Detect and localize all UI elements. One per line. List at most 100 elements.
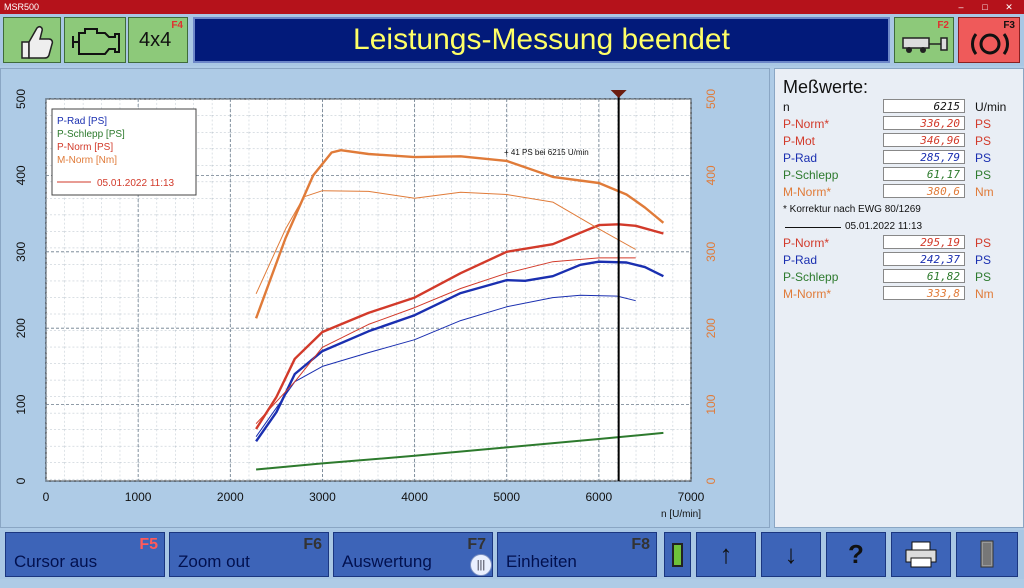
auswertung-button[interactable]: Auswertung F7 — [333, 532, 493, 577]
f6-key-label: F6 — [303, 536, 322, 553]
x-tick-label: 5000 — [493, 490, 520, 504]
x-tick-label: 0 — [43, 490, 50, 504]
measurement-unit: PS — [975, 151, 992, 165]
measurement-row: P-Norm* 336,20 PS — [783, 116, 1023, 133]
dyno-trailer-icon — [902, 37, 948, 53]
chart-panel: 0 1000 2000 3000 4000 5000 6000 7000 0 100 200 300… — [0, 68, 770, 528]
measurement-label: P-Schlepp — [783, 168, 839, 182]
measurement-row: P-Schlepp 61,17 PS — [783, 167, 1023, 184]
y2-tick-label: 100 — [704, 394, 718, 414]
exit-button[interactable] — [956, 532, 1018, 577]
x-tick-label: 2000 — [217, 490, 244, 504]
chart-annotation: + 41 PS bei 6215 U/min — [504, 148, 589, 157]
reference-measurement-row: P-Schlepp 61,82 PS — [783, 269, 1023, 286]
measurement-value: 285,79 — [883, 150, 965, 164]
measurement-row: P-Mot 346,96 PS — [783, 133, 1023, 150]
printer-icon — [905, 541, 937, 568]
y2-tick-labels: 0 100 200 300 400 500 — [704, 89, 718, 485]
legend-item-p-norm: P-Norm [PS] — [57, 142, 113, 153]
close-icon[interactable]: ✕ — [1005, 2, 1013, 12]
x-axis-label: n [U/min] — [661, 509, 701, 520]
engine-icon — [72, 28, 120, 55]
measurement-unit: Nm — [975, 185, 994, 199]
arrow-up-button[interactable]: ↑ — [696, 532, 756, 577]
reference-measurement-label: P-Rad — [783, 253, 818, 267]
cursor-off-button[interactable]: Cursor aus F5 — [5, 532, 165, 577]
thumbs-up-icon — [21, 26, 54, 59]
trailer-dyno-button[interactable]: F2 — [894, 17, 954, 63]
series-line-6 — [255, 190, 636, 295]
y-tick-label: 300 — [14, 241, 28, 261]
status-title: Leistungs-Messung beendet — [193, 17, 890, 63]
power-chart: 0 1000 2000 3000 4000 5000 6000 7000 0 100 200 300… — [14, 89, 718, 520]
x-tick-label: 4000 — [401, 490, 428, 504]
reference-date: 05.01.2022 11:13 — [845, 221, 923, 232]
y2-tick-label: 400 — [704, 165, 718, 185]
minimize-icon[interactable]: – — [958, 2, 964, 12]
y2-tick-label: 0 — [704, 477, 718, 484]
measurement-label: n — [783, 100, 790, 114]
reference-measurement-label: P-Schlepp — [783, 270, 839, 284]
einheiten-button[interactable]: Einheiten F8 — [497, 532, 657, 577]
cursor-marker-icon[interactable] — [610, 90, 627, 98]
reference-measurement-value: 242,37 — [883, 252, 965, 266]
app-title: MSR500 — [4, 2, 40, 12]
measurements-title: Meßwerte: — [783, 77, 869, 97]
measurement-row: P-Rad 285,79 PS — [783, 150, 1023, 167]
f2-key-label: F2 — [937, 20, 949, 31]
x-tick-label: 3000 — [309, 490, 336, 504]
reference-measurement-unit: PS — [975, 236, 992, 250]
reference-line — [785, 227, 841, 228]
help-button[interactable]: ? — [826, 532, 886, 577]
window-titlebar: MSR500 – □ ✕ — [0, 0, 1024, 14]
reference-measurement-unit: PS — [975, 270, 992, 284]
auswertung-label: Auswertung — [342, 552, 432, 571]
cursor-layer — [610, 90, 627, 481]
measurement-value: 6215 — [883, 99, 965, 113]
reference-measurement-unit: Nm — [975, 287, 994, 301]
4x4-button[interactable]: 4x4 F4 — [128, 17, 188, 63]
pause-overlay-icon[interactable]: ||| — [470, 554, 492, 576]
thumbs-up-button[interactable] — [3, 17, 61, 63]
major-grid — [45, 98, 692, 482]
f4-key-label: F4 — [171, 20, 183, 31]
zoom-out-button[interactable]: Zoom out F6 — [169, 532, 329, 577]
x-tick-label: 7000 — [678, 490, 705, 504]
x-tick-labels: 0 1000 2000 3000 4000 5000 6000 7000 — [43, 490, 705, 504]
maximize-icon[interactable]: □ — [982, 2, 988, 12]
reference-measurement-label: P-Norm* — [783, 236, 830, 250]
y2-tick-label: 300 — [704, 241, 718, 261]
f3-key-label: F3 — [1003, 20, 1015, 31]
measurements-panel: Meßwerte: n 6215 U/min P-Norm* 336,20 PS P-Mot… — [774, 68, 1024, 528]
arrow-down-button[interactable]: ↓ — [761, 532, 821, 577]
series-line-0 — [255, 260, 664, 442]
legend-item-p-schlepp: P-Schlepp [PS] — [57, 129, 125, 140]
reference-measurement-value: 333,8 — [883, 286, 965, 300]
y-tick-labels: 0 100 200 300 400 500 — [14, 89, 28, 485]
brake-button[interactable]: F3 — [958, 17, 1020, 63]
engine-button[interactable] — [64, 17, 126, 63]
reference-measurement-value: 295,19 — [883, 235, 965, 249]
legend-item-m-norm: M-Norm [Nm] — [57, 155, 117, 166]
x-tick-label: 6000 — [586, 490, 613, 504]
4x4-label: 4x4 — [139, 29, 172, 51]
measurement-value: 336,20 — [883, 116, 965, 130]
function-key-bar: Cursor aus F5 Zoom out F6 Auswertung F7 … — [0, 530, 1024, 579]
help-icon: ? — [848, 539, 864, 569]
legend-box — [51, 108, 197, 196]
reference-measurement-row: P-Rad 242,37 PS — [783, 252, 1023, 269]
brake-warning-icon — [971, 33, 1009, 55]
measurement-label: P-Rad — [783, 151, 818, 165]
top-toolbar: 4x4 F4 Leistungs-Messung beendet F2 F3 — [0, 14, 1024, 66]
measurement-unit: PS — [975, 134, 992, 148]
arrow-up-icon: ↑ — [719, 539, 733, 569]
print-button[interactable] — [891, 532, 951, 577]
zoom-out-label: Zoom out — [178, 552, 250, 571]
legend-item-p-rad: P-Rad [PS] — [57, 116, 107, 127]
y-tick-label: 200 — [14, 318, 28, 338]
x-tick-label: 1000 — [125, 490, 152, 504]
series-line-5 — [255, 257, 636, 425]
status-indicator — [664, 532, 691, 577]
measurement-unit: PS — [975, 117, 992, 131]
measurement-row: n 6215 U/min — [783, 99, 1023, 116]
